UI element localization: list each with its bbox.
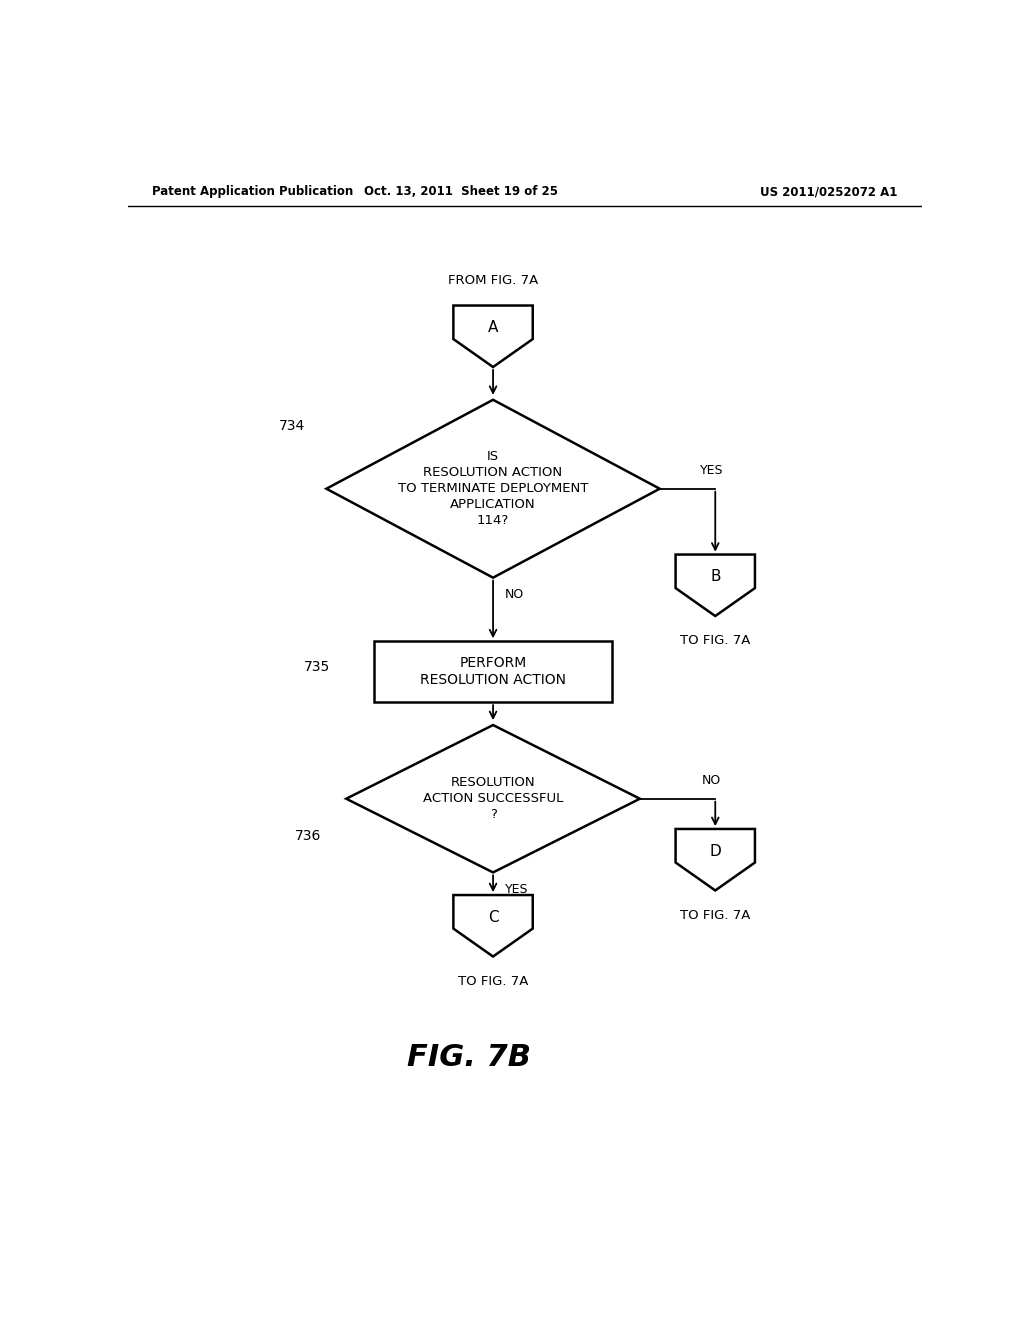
Text: Patent Application Publication: Patent Application Publication [152, 185, 353, 198]
Bar [374, 642, 612, 702]
Text: 735: 735 [304, 660, 331, 673]
Text: US 2011/0252072 A1: US 2011/0252072 A1 [761, 185, 898, 198]
Text: IS
RESOLUTION ACTION
TO TERMINATE DEPLOYMENT
APPLICATION
114?: IS RESOLUTION ACTION TO TERMINATE DEPLOY… [398, 450, 588, 527]
Text: A: A [487, 321, 499, 335]
Text: FROM FIG. 7A: FROM FIG. 7A [447, 275, 539, 288]
Text: B: B [710, 569, 721, 585]
Text: YES: YES [505, 883, 528, 895]
Text: RESOLUTION
ACTION SUCCESSFUL
?: RESOLUTION ACTION SUCCESSFUL ? [423, 776, 563, 821]
Text: Oct. 13, 2011  Sheet 19 of 25: Oct. 13, 2011 Sheet 19 of 25 [365, 185, 558, 198]
Text: PERFORM
RESOLUTION ACTION: PERFORM RESOLUTION ACTION [420, 656, 566, 688]
Text: NO: NO [701, 774, 721, 787]
Text: NO: NO [505, 587, 524, 601]
Text: 736: 736 [295, 829, 322, 842]
Text: TO FIG. 7A: TO FIG. 7A [680, 908, 751, 921]
Text: TO FIG. 7A: TO FIG. 7A [458, 975, 528, 987]
Text: C: C [487, 909, 499, 925]
Text: D: D [710, 843, 721, 859]
Text: YES: YES [699, 463, 723, 477]
Text: TO FIG. 7A: TO FIG. 7A [680, 635, 751, 647]
Text: 734: 734 [279, 420, 305, 433]
Text: FIG. 7B: FIG. 7B [408, 1043, 531, 1072]
